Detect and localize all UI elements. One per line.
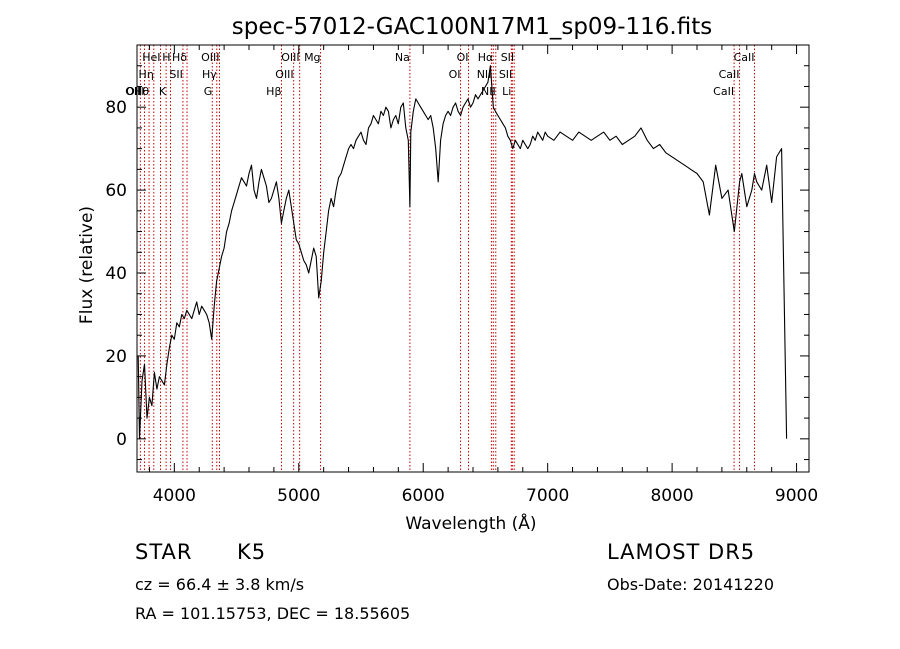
spectral-line-label-11: G [204,85,213,98]
object-subclass: K5 [237,540,267,564]
spectral-line-label-16: Na [395,51,410,64]
spectral-line-label-15: Mg [304,51,320,64]
spectral-line-label-22: SII [499,68,512,81]
spectral-line-label-0: Hθ [134,85,149,98]
spectrum-line [137,65,788,440]
spectral-line-label-2: OIII [126,85,144,98]
chart-title: spec-57012-GAC100N17M1_sp09-116.fits [232,14,712,40]
spectral-line-label-13: OIII [275,68,293,81]
spectral-line-label-24: SII [501,51,514,64]
y-tick-label-2: 40 [105,264,127,284]
spectral-line-label-7: Hδ [172,51,187,64]
plot-frame [136,44,810,473]
coordinates: RA = 101.15753, DEC = 18.55605 [135,604,411,623]
spectral-line-label-27: CaII [734,51,755,64]
spectral-line-label-23: Li [502,85,511,98]
x-tick-label-0: 4000 [153,486,196,506]
spectral-lines-layer [139,45,755,472]
survey-release: LAMOST DR5 [607,540,756,564]
spectral-line-label-19: Hα [478,51,494,64]
observation-date: Obs-Date: 20141220 [607,575,775,594]
redshift-velocity: cz = 66.4 ± 3.8 km/s [135,575,305,594]
spectral-line-label-4: HeI [142,51,160,64]
y-tick-label-4: 80 [105,98,127,118]
spectral-line-label-18: OI [457,51,469,64]
spectral-line-label-17: OI [449,68,461,81]
spectral-line-label-9: OIII [201,51,219,64]
spectral-line-label-6: H [162,51,170,64]
spectral-line-label-10: Hγ [202,68,217,81]
x-axis: 4000 5000 6000 7000 8000 9000 [148,45,818,506]
spectral-line-label-26: CaII [713,85,734,98]
y-tick-label-3: 60 [105,181,127,201]
spectral-line-label-25: CaII [719,68,740,81]
y-axis-label: Flux (relative) [77,206,97,324]
x-tick-label-5: 9000 [775,486,818,506]
x-tick-label-2: 6000 [402,486,445,506]
y-axis: 0 20 40 60 80 [105,65,809,461]
object-class: STAR [135,540,193,564]
spectrum-layer [137,65,788,440]
x-tick-label-3: 7000 [526,486,569,506]
spectral-line-label-8: SII [169,68,182,81]
spectral-line-label-3: K [159,85,167,98]
spectral-line-label-5: Hη [139,68,154,81]
x-tick-label-1: 5000 [277,486,320,506]
y-tick-label-0: 0 [116,430,127,450]
spectral-line-label-14: Hβ [266,85,281,98]
spectral-line-label-12: OIII [281,51,299,64]
y-tick-label-1: 20 [105,347,127,367]
x-tick-label-4: 8000 [650,486,693,506]
x-axis-label: Wavelength (Å) [405,512,536,534]
spectral-line-label-20: NII [477,68,492,81]
spectral-line-label-21: NII [481,85,496,98]
